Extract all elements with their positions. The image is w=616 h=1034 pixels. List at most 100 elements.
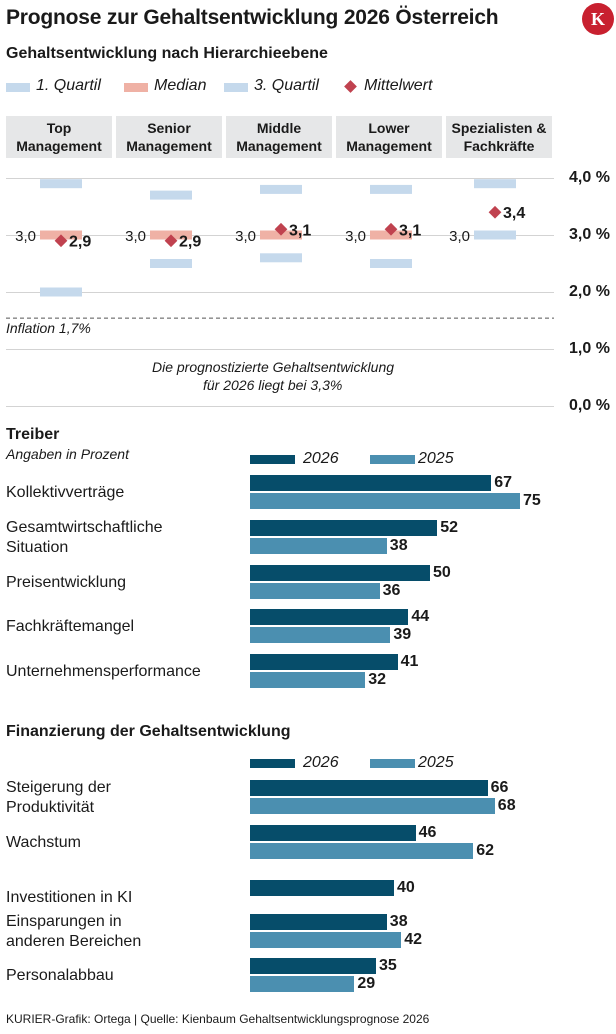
- ytick-3: 3,0 %: [569, 226, 610, 243]
- q3-bar: [260, 184, 302, 194]
- bar-2026: [250, 958, 376, 974]
- median-label: 3,0: [345, 228, 366, 245]
- source-footer: KURIER-Grafik: Ortega | Quelle: Kienbaum…: [6, 1012, 430, 1026]
- median-label: 3,0: [125, 228, 146, 245]
- legend-label-median: Median: [154, 77, 207, 94]
- mean-label: 2,9: [69, 234, 91, 251]
- chart-subtitle-drivers: Angaben in Prozent: [6, 446, 129, 462]
- legend-swatch-q3: [224, 83, 248, 92]
- ytick-0: 0,0 %: [569, 397, 610, 414]
- bar-2026: [250, 880, 394, 896]
- bar-value-label: 38: [389, 537, 408, 554]
- col-header-top-management: Top Management: [6, 116, 112, 158]
- forecast-note-line1: Die prognostizierte Gehaltsentwicklung: [152, 359, 395, 375]
- mean-diamond: [274, 222, 288, 236]
- category-label-line: Situation: [6, 539, 69, 556]
- ytick-4: 4,0 %: [569, 169, 610, 186]
- category-label: Wachstum: [6, 833, 81, 853]
- mean-diamond: [384, 222, 398, 236]
- bar-2025: [250, 583, 380, 599]
- bar-2026: [250, 914, 387, 930]
- mean-diamond: [164, 234, 178, 248]
- kurier-logo: K: [582, 3, 614, 35]
- bar-2025: [250, 627, 391, 643]
- drivers-legend-swatch-2026: [250, 455, 295, 464]
- category-label-line: Steigerung der: [6, 779, 111, 796]
- gridline-2: [6, 292, 554, 293]
- category-label-line: Wachstum: [6, 834, 81, 851]
- bar-2025: [250, 798, 495, 814]
- q1-bar: [370, 259, 412, 268]
- range-chart: 3,0 2,9 3,0 2,9 3,0 3,1 3,0 3,1 3,0 3,4: [6, 179, 554, 319]
- bar-value-label: 44: [411, 608, 430, 625]
- mean-label: 3,4: [503, 205, 525, 222]
- bar-value-label: 52: [440, 519, 458, 536]
- category-label-line: Einsparungen in: [6, 913, 122, 930]
- category-label: Personalabbau: [6, 966, 114, 986]
- category-label: Investitionen in KI: [6, 888, 132, 908]
- col-header-specialists: Spezialisten & Fachkräfte: [446, 116, 552, 158]
- col-header-lower-management: Lower Management: [336, 116, 442, 158]
- median-label: 3,0: [449, 228, 470, 245]
- drivers-legend-label-2025: 2025: [418, 450, 454, 467]
- chart-title-drivers: Treiber: [6, 426, 60, 443]
- legend-label-q1: 1. Quartil: [36, 77, 101, 94]
- bar-2026: [250, 475, 492, 491]
- mean-label: 2,9: [179, 234, 201, 251]
- median-label: 3,0: [235, 228, 256, 245]
- q1-bar: [40, 287, 82, 297]
- category-label: Einsparungen in anderen Bereichen: [6, 912, 141, 952]
- q1-bar: [474, 230, 516, 240]
- ytick-1: 1,0 %: [569, 340, 610, 357]
- bar-2025: [250, 493, 520, 509]
- q1-bar: [150, 259, 192, 268]
- bar-2026: [250, 825, 416, 841]
- legend-label-q3: 3. Quartil: [254, 77, 319, 94]
- category-label: Unternehmensperformance: [6, 662, 201, 682]
- gridline-1: [6, 349, 554, 350]
- q1-bar: [260, 253, 302, 263]
- median-label: 3,0: [15, 228, 36, 245]
- gridline-0: [6, 406, 554, 407]
- q3-bar: [40, 179, 82, 189]
- financing-legend-label-2026: 2026: [303, 754, 339, 771]
- category-label: Steigerung der Produktivität: [6, 778, 111, 818]
- q3-bar: [474, 179, 516, 189]
- category-label-line: Preisentwicklung: [6, 574, 127, 591]
- drivers-legend-swatch-2025: [370, 455, 415, 464]
- bar-2025: [250, 538, 387, 554]
- bar-value-label: 42: [404, 931, 422, 948]
- category-label-line: Kollektivverträge: [6, 484, 125, 501]
- category-label: Fachkräftemangel: [6, 617, 134, 637]
- bar-2026: [250, 565, 430, 581]
- col-header-middle-management: Middle Management: [226, 116, 332, 158]
- category-label-line: Produktivität: [6, 799, 95, 816]
- gridline-4: [6, 178, 554, 179]
- chart-title-hierarchy: Gehaltsentwicklung nach Hierarchieebene: [6, 45, 328, 62]
- financing-legend-swatch-2026: [250, 759, 295, 768]
- bar-value-label: 50: [433, 564, 451, 581]
- bar-2025: [250, 976, 355, 992]
- bar-value-label: 36: [382, 582, 401, 599]
- bar-2025: [250, 843, 474, 859]
- category-label: Kollektivverträge: [6, 483, 124, 503]
- mean-label: 3,1: [289, 222, 311, 239]
- mean-diamond: [488, 205, 502, 219]
- mean-diamond: [54, 234, 68, 248]
- bar-2025: [250, 932, 402, 948]
- financing-legend-swatch-2025: [370, 759, 415, 768]
- bar-value-label: 35: [379, 957, 397, 974]
- category-label-line: anderen Bereichen: [6, 933, 142, 950]
- col-header-senior-management: Senior Management: [116, 116, 222, 158]
- forecast-note-line2: für 2026 liegt bei 3,3%: [203, 377, 343, 393]
- bar-2026: [250, 609, 409, 625]
- category-label-line: Fachkräftemangel: [6, 618, 135, 635]
- bar-value-label: 75: [523, 492, 541, 509]
- bar-2025: [250, 672, 366, 688]
- bar-value-label: 29: [357, 975, 376, 992]
- drivers-legend-label-2026: 2026: [303, 450, 339, 467]
- chart-title-financing: Finanzierung der Gehaltsentwicklung: [6, 723, 291, 740]
- legend-swatch-q1: [6, 83, 30, 92]
- bar-2026: [250, 780, 488, 796]
- bar-value-label: 46: [418, 824, 437, 841]
